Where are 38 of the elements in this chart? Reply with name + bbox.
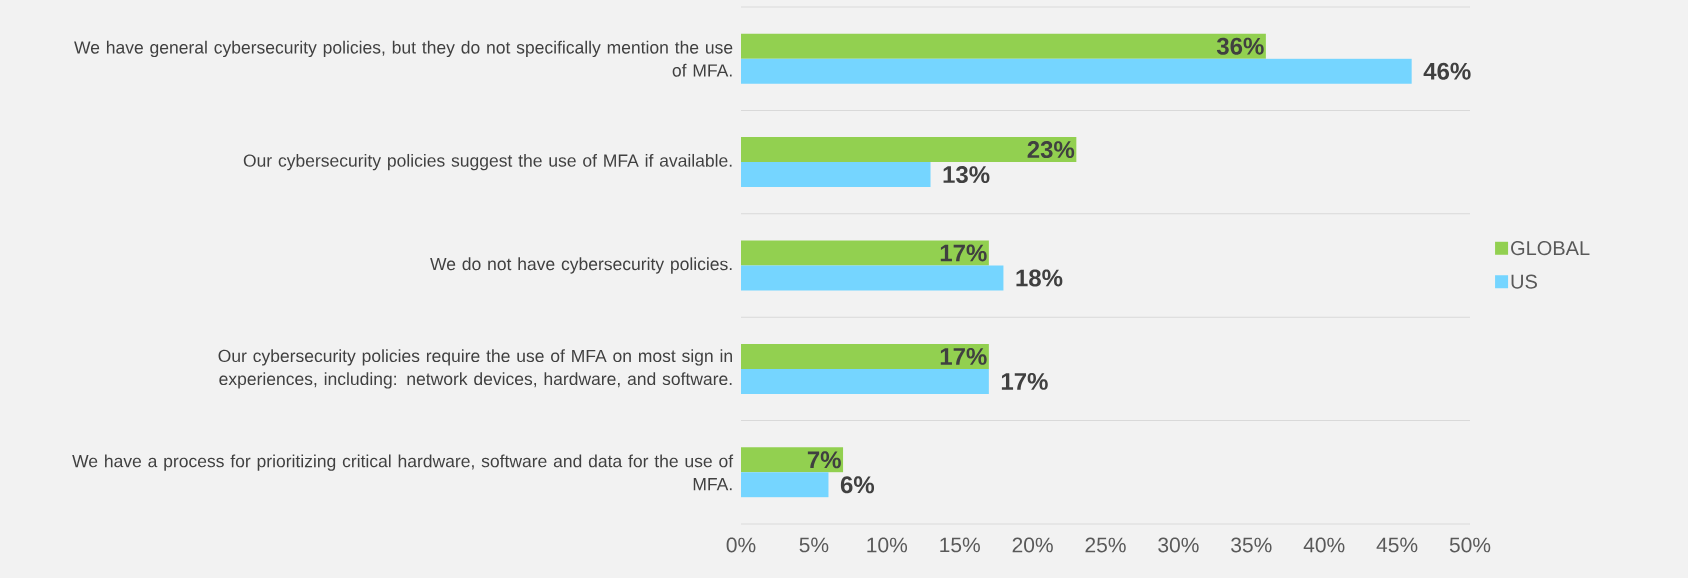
y-tick-label: We have general cybersecurity policies, but they do not specifically mention the use of MFA.	[74, 40, 733, 77]
data-label: 6%	[840, 476, 875, 494]
bar	[740, 240, 989, 266]
bar	[740, 343, 989, 369]
x-tick-label: 40%	[1303, 537, 1345, 553]
bar	[740, 265, 1004, 291]
x-tick-label: 15%	[940, 537, 980, 553]
data-label: 17%	[940, 244, 987, 262]
data-label: 17%	[940, 347, 987, 365]
bar	[740, 137, 1077, 163]
legend-label: US	[1511, 274, 1537, 289]
x-tick-label: 10%	[867, 537, 908, 553]
x-tick-label: 45%	[1376, 537, 1418, 553]
x-tick-label: 5%	[799, 537, 829, 553]
bar	[740, 472, 829, 498]
y-tick-label: We have a process for prioritizing critical hardware, software and data for the use of MFA.	[72, 454, 734, 491]
bar	[740, 447, 844, 473]
legend-label: GLOBAL	[1511, 241, 1590, 256]
data-label: 46%	[1423, 62, 1471, 80]
x-tick-label: 20%	[1012, 537, 1053, 553]
data-label: 17%	[1001, 372, 1048, 390]
x-tick-label: 0%	[726, 537, 756, 553]
x-tick-label: 30%	[1158, 537, 1199, 553]
y-tick-label: Our cybersecurity policies require the use of MFA on most sign in experiences, including: network devices, hardware, and software.	[218, 349, 732, 389]
bar	[740, 58, 1412, 84]
data-label: 23%	[1027, 141, 1075, 159]
x-tick-label: 50%	[1449, 537, 1491, 553]
bar	[740, 368, 989, 394]
data-label: 13%	[943, 166, 990, 184]
y-tick-label: We do not have cybersecurity policies.	[430, 257, 732, 274]
data-label: 36%	[1216, 37, 1264, 55]
x-tick-label: 25%	[1085, 537, 1126, 553]
data-label: 18%	[1016, 269, 1063, 287]
x-tick-label: 35%	[1231, 537, 1272, 553]
bar	[740, 162, 931, 188]
y-tick-label: Our cybersecurity policies suggest the use of MFA if available.	[243, 153, 732, 171]
bar	[740, 33, 1266, 59]
data-label: 7%	[807, 451, 841, 469]
